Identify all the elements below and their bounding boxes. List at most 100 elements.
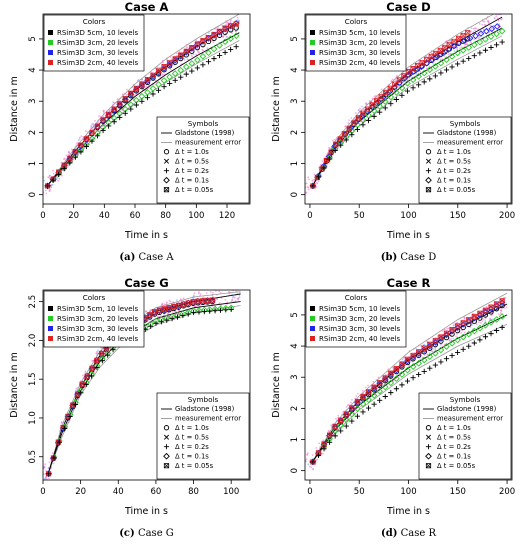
measurement-point: [345, 406, 348, 408]
colors-legend: Colors RSim3D 5cm, 10 levels RSim3D 3cm, 2…: [43, 14, 145, 72]
measurement-point: [444, 328, 446, 331]
series-marker: [382, 105, 388, 111]
series-marker: [326, 439, 333, 445]
measurement-point: [446, 327, 448, 330]
measurement-point: [448, 339, 451, 342]
measurement-point: [308, 178, 310, 181]
measurement-point: [236, 27, 238, 30]
symbols-legend-box: [156, 116, 250, 204]
series-marker: [427, 341, 433, 348]
symbols-legend-title: Symbols: [450, 119, 481, 128]
series-marker: [460, 58, 466, 64]
gladstone-line: [47, 32, 240, 186]
series-marker: [227, 35, 234, 42]
x-tick-label: 80: [160, 211, 171, 221]
measurement-point: [95, 351, 98, 353]
series-marker: [185, 311, 191, 317]
measurement-point: [423, 354, 426, 356]
series-marker: [78, 149, 84, 155]
legend-swatch: [48, 316, 53, 321]
measurement-point: [44, 463, 46, 466]
measurement-point: [364, 102, 367, 105]
symbols-legend-item: Δ t = 1.0s: [437, 148, 471, 156]
plot-area: [305, 14, 506, 195]
symbols-legend-item: Gladstone (1998): [437, 129, 497, 137]
series-marker: [415, 352, 422, 358]
series-marker: [149, 85, 157, 92]
series-marker: [388, 101, 394, 107]
colors-legend-title: Colors: [345, 293, 368, 302]
series-marker: [398, 371, 406, 378]
measurement-point: [406, 78, 409, 81]
y-tick-label: 3: [290, 375, 300, 380]
series-marker: [348, 410, 356, 418]
colors-legend-item: RSim3D 5cm, 10 levels: [57, 305, 138, 313]
series-marker: [333, 141, 339, 147]
measurement-point: [359, 107, 361, 110]
series-marker: [62, 425, 68, 432]
series-marker: [200, 38, 206, 44]
measurement-point: [229, 21, 232, 24]
series-marker: [398, 84, 406, 92]
series-marker: [410, 85, 416, 91]
series-marker: [138, 81, 146, 89]
series-marker: [416, 82, 422, 88]
y-tick-label: 2: [290, 130, 300, 135]
measurement-point: [481, 309, 484, 311]
series-marker: [365, 405, 372, 411]
measurement-point: [493, 16, 496, 19]
measurement-point: [473, 38, 476, 41]
legend-swatch: [48, 30, 53, 35]
series-marker: [426, 66, 434, 74]
x-tick-label: 50: [354, 487, 365, 497]
series-marker: [346, 125, 352, 131]
series-marker: [455, 35, 462, 42]
series-marker: [171, 70, 179, 77]
legend-swatch: [48, 50, 53, 55]
symbols-legend-title: Symbols: [188, 395, 219, 404]
series-marker: [499, 39, 505, 45]
measurement-point: [477, 37, 480, 40]
series-marker: [433, 50, 439, 57]
series-marker: [410, 352, 416, 359]
measurement-point: [78, 138, 81, 141]
measurement-point: [186, 58, 189, 61]
series-marker: [233, 44, 239, 50]
series-marker: [382, 375, 388, 381]
measurement-point: [478, 22, 481, 25]
series-marker: [233, 21, 239, 27]
series-marker: [387, 93, 395, 101]
series-marker: [321, 446, 327, 452]
chart-title: Case R: [387, 276, 431, 290]
measurement-point: [489, 24, 492, 27]
series-marker: [221, 38, 229, 46]
series-marker: [466, 34, 474, 42]
measurement-point: [111, 113, 114, 115]
series-marker: [72, 149, 78, 155]
series-marker: [455, 323, 461, 329]
circle-icon: [425, 425, 432, 431]
colors-legend-box: [305, 14, 407, 72]
series-marker: [185, 300, 191, 306]
measurement-point: [238, 292, 241, 294]
series-marker: [315, 174, 322, 180]
chart-title: Case G: [124, 276, 168, 290]
series-marker: [374, 98, 380, 104]
symbols-legend-item: measurement error: [175, 139, 241, 147]
series-marker: [78, 390, 84, 396]
measurement-point: [364, 386, 367, 389]
measurement-point: [97, 349, 100, 352]
plot-area: [43, 14, 240, 195]
symbols-legend-item: measurement error: [175, 415, 241, 423]
colors-legend-item: RSim3D 3cm, 20 levels: [319, 315, 400, 323]
boxed-x-icon: [425, 463, 432, 469]
series-marker: [216, 32, 223, 38]
y-tick-label: 5: [290, 312, 300, 317]
measurement-point: [51, 452, 54, 455]
measurement-point: [210, 40, 213, 42]
series-marker: [167, 60, 173, 66]
measurement-point: [368, 100, 371, 103]
series-marker: [194, 65, 200, 71]
measurement-point: [328, 430, 331, 433]
series-marker: [409, 76, 417, 84]
